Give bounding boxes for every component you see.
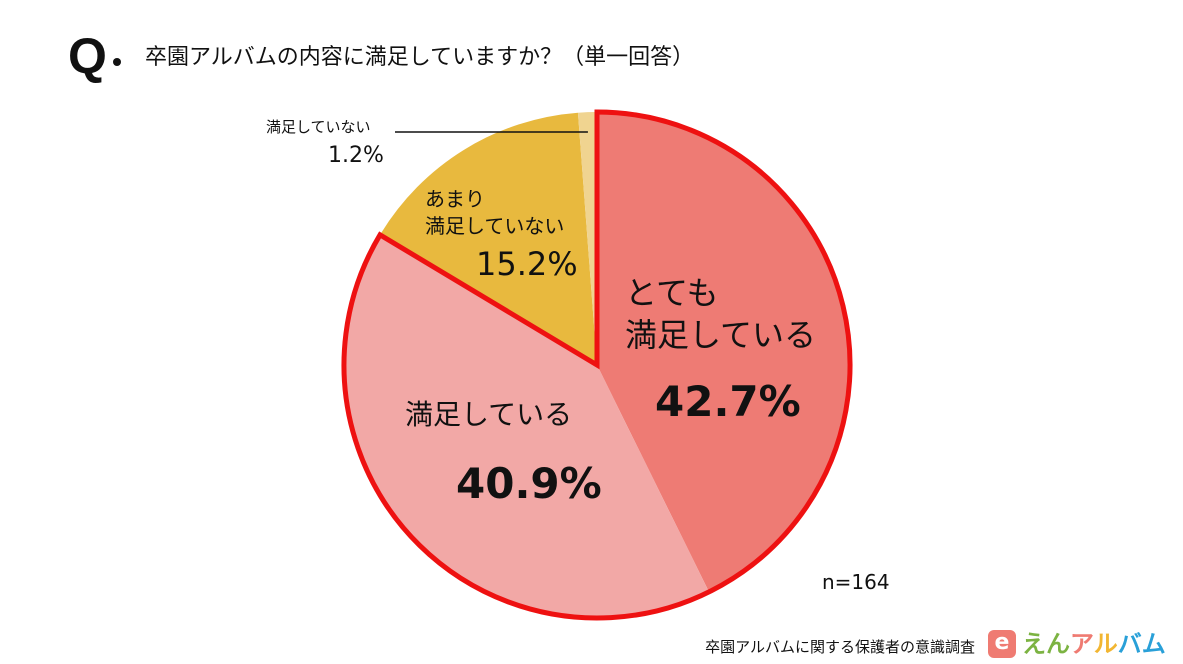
question-mark: Q [68, 28, 107, 84]
logo-icon: e [988, 630, 1016, 658]
slice-label-very-satisfied: とても 満足している [625, 272, 816, 356]
question-dot [113, 58, 121, 66]
pie-slice-0 [597, 112, 851, 592]
logo-part: ル [1093, 630, 1118, 658]
logo-text: えんアルバム [1022, 629, 1166, 659]
survey-name: 卒園アルバムに関する保護者の意識調査 [705, 638, 975, 656]
sample-size: n=164 [822, 570, 890, 594]
slice-label-not-very-satisfied: あまり 満足していない [425, 186, 564, 240]
slice-pct-not-very-satisfied: 15.2% [476, 245, 578, 283]
slice-label-satisfied: 満足している [405, 398, 573, 431]
highlight-outline [341, 109, 853, 621]
slice-label-not-satisfied: 満足していない [266, 118, 371, 136]
label-line: とても [625, 274, 719, 312]
label-line: あまり [425, 187, 485, 211]
chart-title: 卒園アルバムの内容に満足していますか？（単一回答） [145, 45, 695, 70]
logo-part: ア [1070, 630, 1094, 658]
logo-part: えん [1022, 630, 1070, 658]
label-line: 満足していない [425, 214, 565, 238]
pie-slice-1 [344, 234, 710, 618]
slice-pct-not-satisfied: 1.2% [328, 143, 384, 168]
slice-pct-very-satisfied: 42.7% [655, 377, 801, 426]
label-line: 満足している [625, 316, 817, 354]
pie-slice-3 [577, 112, 597, 365]
logo-part: バム [1117, 630, 1166, 658]
slice-pct-satisfied: 40.9% [456, 459, 602, 508]
pie-slice-2 [380, 112, 597, 365]
